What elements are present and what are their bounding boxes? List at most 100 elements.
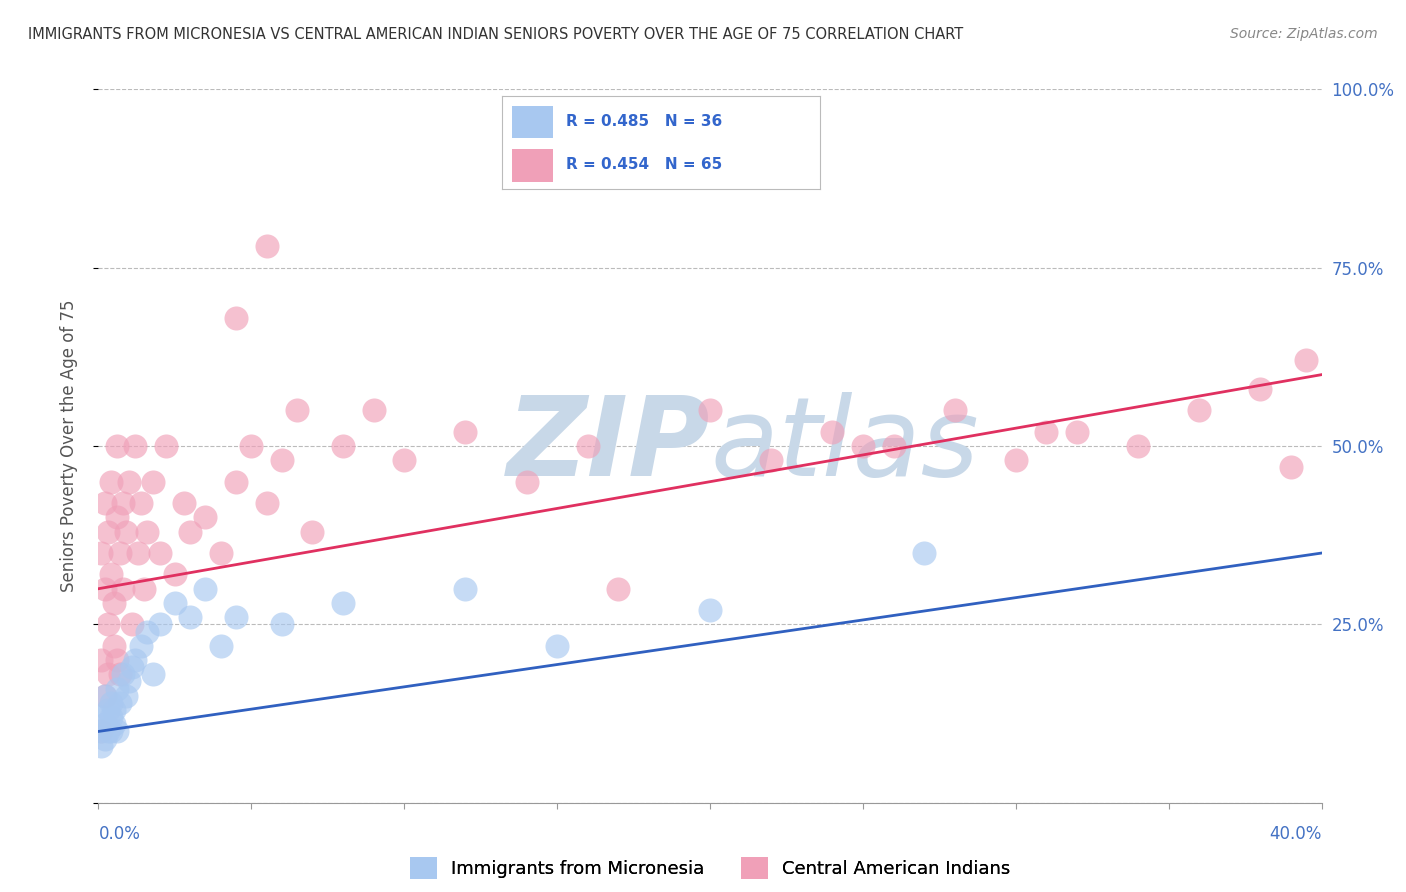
Point xyxy=(194,582,217,596)
Legend: Immigrants from Micronesia, Central American Indians: Immigrants from Micronesia, Central Amer… xyxy=(402,850,1018,887)
Point xyxy=(111,667,134,681)
Point xyxy=(129,496,152,510)
Point xyxy=(118,674,141,689)
Point xyxy=(118,475,141,489)
Point xyxy=(225,475,247,489)
Text: 0.0%: 0.0% xyxy=(98,825,141,843)
Point xyxy=(115,524,138,539)
Point xyxy=(108,696,131,710)
Point xyxy=(105,724,128,739)
Point xyxy=(105,653,128,667)
Point xyxy=(821,425,844,439)
Point xyxy=(124,653,146,667)
Point xyxy=(103,639,125,653)
Point xyxy=(912,546,935,560)
Point xyxy=(108,546,131,560)
Point xyxy=(332,439,354,453)
Point xyxy=(179,524,201,539)
Point xyxy=(90,739,112,753)
Point xyxy=(136,524,159,539)
Point xyxy=(142,667,165,681)
Point xyxy=(105,510,128,524)
Point xyxy=(225,310,247,325)
Text: ZIP: ZIP xyxy=(506,392,710,500)
Point xyxy=(108,667,131,681)
Point xyxy=(209,546,232,560)
Point xyxy=(759,453,782,467)
Point xyxy=(100,696,122,710)
Point xyxy=(301,524,323,539)
Point xyxy=(97,524,120,539)
Point xyxy=(97,724,120,739)
Point xyxy=(852,439,875,453)
Point xyxy=(93,689,115,703)
Point xyxy=(97,667,120,681)
Point xyxy=(1249,382,1271,396)
Point xyxy=(225,610,247,624)
Point xyxy=(1035,425,1057,439)
Point xyxy=(699,403,721,417)
Text: IMMIGRANTS FROM MICRONESIA VS CENTRAL AMERICAN INDIAN SENIORS POVERTY OVER THE A: IMMIGRANTS FROM MICRONESIA VS CENTRAL AM… xyxy=(28,27,963,42)
Point xyxy=(97,617,120,632)
Point xyxy=(149,617,172,632)
Point xyxy=(270,617,292,632)
Point xyxy=(240,439,263,453)
Point xyxy=(285,403,308,417)
Point xyxy=(173,496,195,510)
Point xyxy=(179,610,201,624)
Point xyxy=(100,475,122,489)
Point xyxy=(142,475,165,489)
Point xyxy=(103,596,125,610)
Point xyxy=(1004,453,1026,467)
Point xyxy=(90,653,112,667)
Point xyxy=(105,681,128,696)
Point xyxy=(546,639,568,653)
Point xyxy=(1188,403,1211,417)
Point xyxy=(105,439,128,453)
Point xyxy=(1279,460,1302,475)
Point xyxy=(576,439,599,453)
Point xyxy=(97,703,120,717)
Point xyxy=(136,624,159,639)
Point xyxy=(103,717,125,731)
Point xyxy=(332,596,354,610)
Point xyxy=(1128,439,1150,453)
Point xyxy=(90,710,112,724)
Point xyxy=(270,453,292,467)
Point xyxy=(607,582,630,596)
Point xyxy=(209,639,232,653)
Point xyxy=(100,724,122,739)
Text: Source: ZipAtlas.com: Source: ZipAtlas.com xyxy=(1230,27,1378,41)
Point xyxy=(124,439,146,453)
Point xyxy=(121,617,143,632)
Point xyxy=(90,724,112,739)
Point xyxy=(121,660,143,674)
Point xyxy=(516,475,538,489)
Y-axis label: Seniors Poverty Over the Age of 75: Seniors Poverty Over the Age of 75 xyxy=(59,300,77,592)
Point xyxy=(111,582,134,596)
Point xyxy=(163,596,186,610)
Point xyxy=(90,724,112,739)
Text: atlas: atlas xyxy=(710,392,979,500)
Point xyxy=(256,239,278,253)
Point xyxy=(103,703,125,717)
Point xyxy=(115,689,138,703)
Point xyxy=(93,689,115,703)
Point xyxy=(100,567,122,582)
Point xyxy=(363,403,385,417)
Point xyxy=(100,710,122,724)
Point xyxy=(127,546,149,560)
Point xyxy=(93,731,115,746)
Point xyxy=(93,582,115,596)
Point xyxy=(1066,425,1088,439)
Point xyxy=(454,582,477,596)
Point xyxy=(883,439,905,453)
Point xyxy=(392,453,416,467)
Point xyxy=(111,496,134,510)
Point xyxy=(163,567,186,582)
Point xyxy=(1295,353,1317,368)
Point xyxy=(134,582,156,596)
Point xyxy=(93,717,115,731)
Point xyxy=(454,425,477,439)
Point xyxy=(155,439,177,453)
